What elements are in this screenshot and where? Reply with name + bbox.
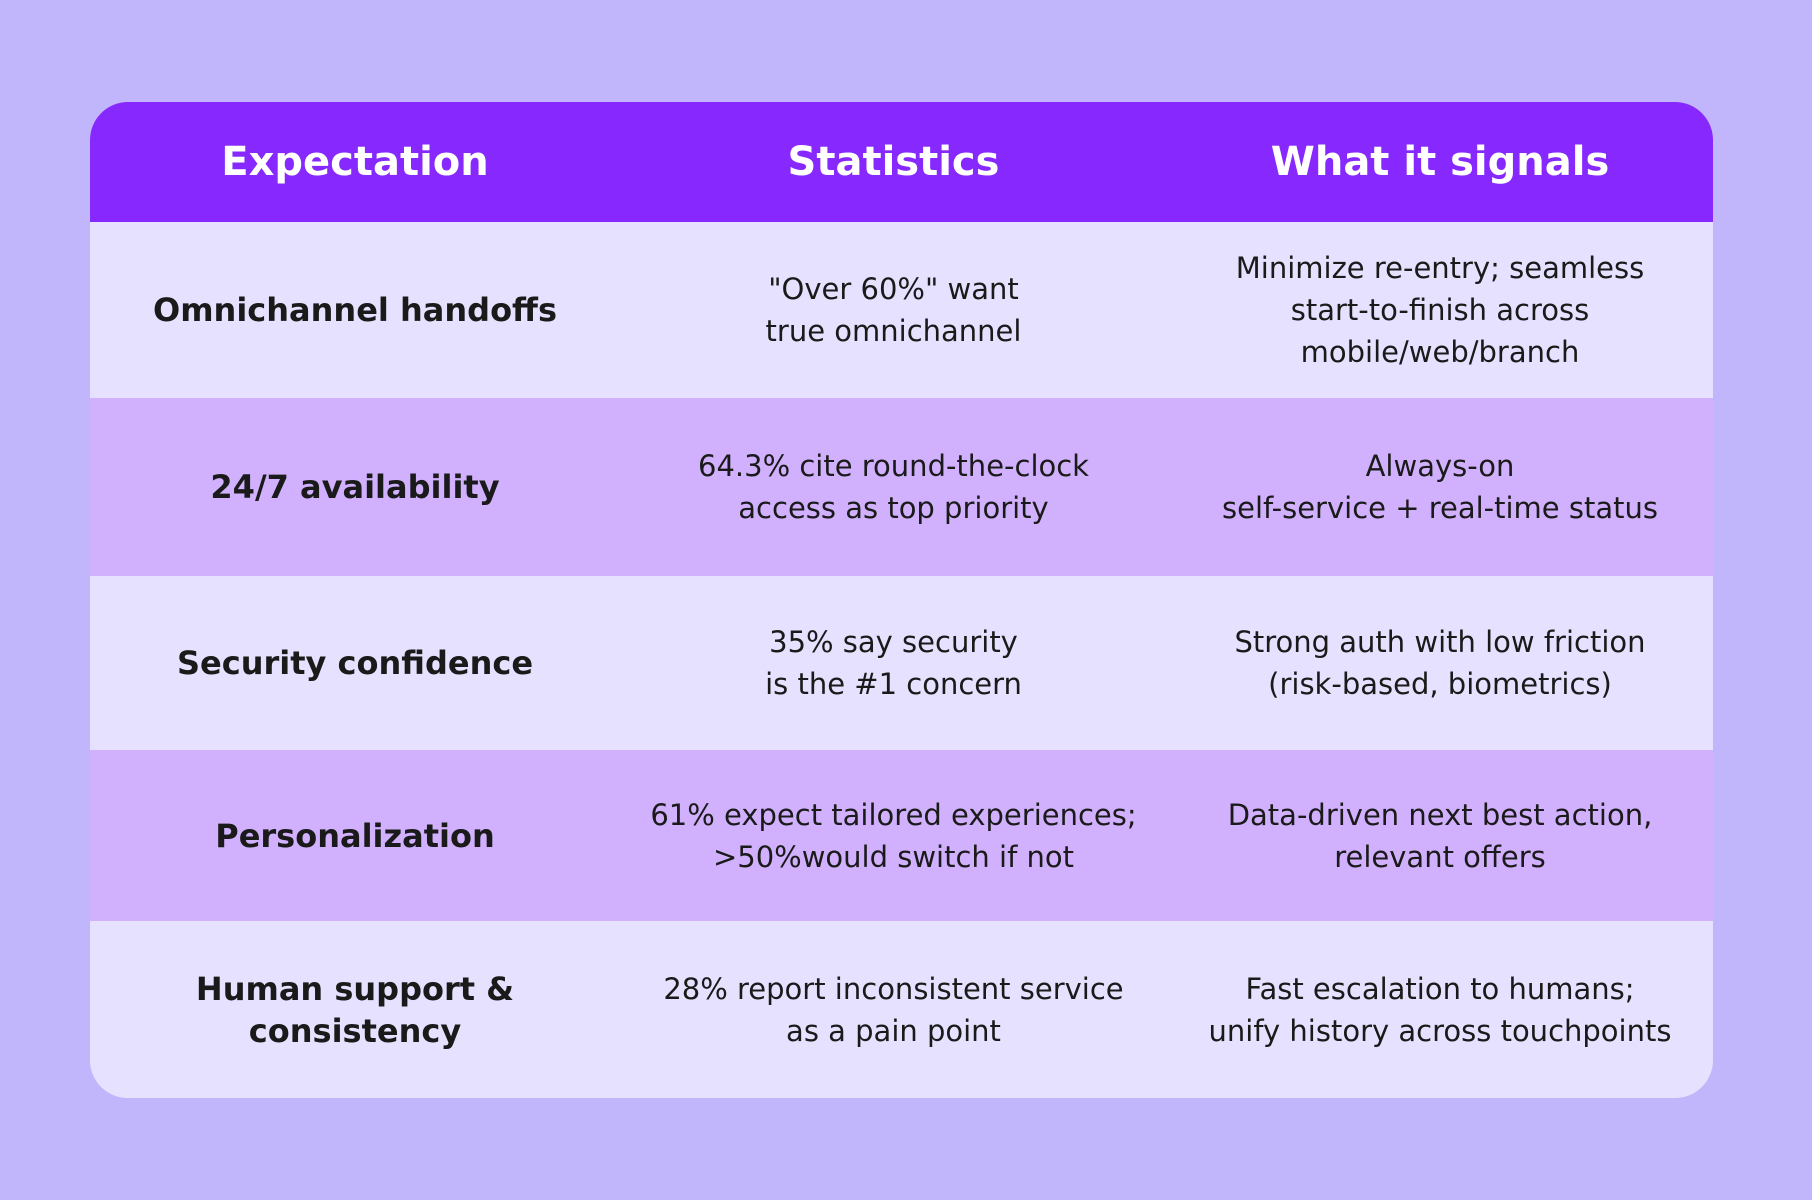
header-statistics: Statistics bbox=[787, 139, 1000, 185]
signals-cell: Always-on self-service + real-time statu… bbox=[1222, 449, 1658, 525]
expectation-cell: Personalization bbox=[215, 816, 495, 855]
statistics-cell: 28% report inconsistent service as a pai… bbox=[663, 971, 1124, 1048]
table-row: 24/7 availability 64.3% cite round-the-c… bbox=[90, 398, 1713, 576]
statistics-cell: 64.3% cite round-the-clock access as top… bbox=[698, 449, 1089, 525]
table-row: Human support & consistency 28% report i… bbox=[90, 921, 1713, 1098]
statistics-cell: 61% expect tailored experiences; >50%wou… bbox=[650, 797, 1137, 874]
expectation-cell: Security confidence bbox=[176, 644, 534, 682]
header-signals: What it signals bbox=[1270, 139, 1610, 185]
statistics-cell: 35% say security is the #1 concern bbox=[765, 625, 1022, 701]
table-row: Personalization 61% expect tailored expe… bbox=[90, 750, 1713, 921]
table-row: Omnichannel handoffs "Over 60%" want tru… bbox=[90, 222, 1713, 398]
table-row: Security confidence 35% say security is … bbox=[90, 576, 1713, 750]
header-expectation: Expectation bbox=[221, 139, 489, 185]
expectation-cell: 24/7 availability bbox=[210, 468, 500, 506]
signals-cell: Data-driven next best action, relevant o… bbox=[1227, 797, 1653, 874]
table-header: Expectation Statistics What it signals bbox=[90, 102, 1713, 222]
expectation-cell: Human support & consistency bbox=[195, 969, 515, 1050]
signals-cell: Strong auth with low friction (risk-base… bbox=[1234, 625, 1646, 701]
statistics-cell: "Over 60%" want true omnichannel bbox=[765, 272, 1022, 348]
signals-cell: Minimize re-entry; seamless start-to-fin… bbox=[1235, 251, 1645, 369]
expectation-cell: Omnichannel handoffs bbox=[152, 291, 558, 329]
comparison-table: Expectation Statistics What it signals O… bbox=[90, 102, 1713, 1098]
signals-cell: Fast escalation to humans; unify history… bbox=[1208, 971, 1672, 1048]
